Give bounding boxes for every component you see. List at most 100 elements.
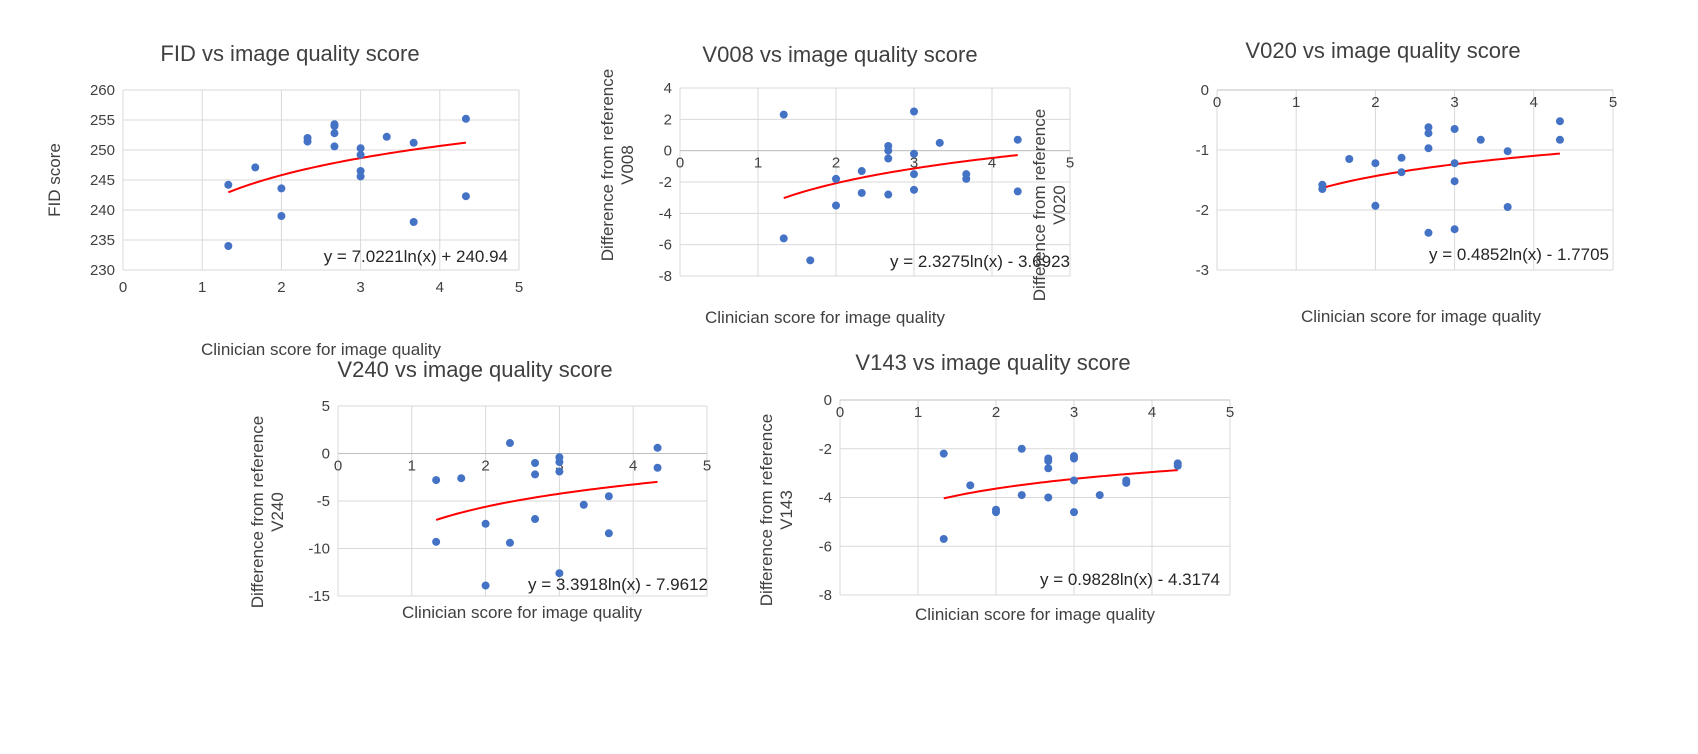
chart-fid-svg: 230 235 240 245 250 255 260 0 1 2 3 4 5 FID vs image … (45, 41, 523, 359)
data-point (910, 170, 918, 179)
y-tick-label: 250 (90, 142, 115, 159)
data-point (224, 242, 233, 250)
x-tick-label: 5 (703, 458, 711, 475)
data-point (1044, 493, 1053, 502)
data-point (531, 470, 540, 479)
data-point (1503, 203, 1512, 211)
y-tick-label: 0 (322, 446, 330, 463)
trendline-equation: y = 7.0221ln(x) + 240.94 (324, 247, 508, 266)
data-point (1424, 228, 1433, 237)
data-point (356, 150, 365, 159)
chart-fid: 230 235 240 245 250 255 260 0 1 2 3 4 5 FID vs image … (30, 30, 570, 370)
chart-title: V240 vs image quality score (337, 357, 612, 382)
trendline (943, 469, 1178, 500)
x-tick-label: 1 (408, 458, 416, 475)
data-point (461, 114, 470, 123)
chart-v020-svg: -3 -2 -1 00 1 2 3 4 5 V020 vs image quality score… (1030, 38, 1617, 326)
data-point (382, 132, 391, 141)
x-tick-label: 3 (910, 155, 918, 172)
x-tick-label: 0 (1213, 94, 1221, 111)
x-tick-label: 3 (1450, 94, 1458, 111)
y-tick-label: -10 (308, 541, 330, 558)
data-point (653, 463, 662, 472)
x-tick-label: 4 (629, 458, 637, 475)
data-point (779, 234, 788, 243)
data-point (910, 107, 918, 116)
chart-title: V008 vs image quality score (702, 42, 977, 67)
trendline (435, 480, 658, 521)
y-tick-label: 235 (90, 232, 115, 249)
chart-v008: -8 -6 -4 -2 0 2 4 0 1 2 3 4 5 V008 vs image quality s… (590, 30, 1125, 370)
data-point (1503, 147, 1512, 156)
data-point (432, 476, 441, 485)
data-point (1450, 125, 1459, 133)
data-point (555, 458, 564, 467)
y-tick-label: -1 (1196, 142, 1209, 159)
y-tick-label: 0 (664, 143, 672, 160)
x-tick-label: 5 (1226, 404, 1234, 421)
data-point (1371, 201, 1380, 210)
y-axis-label: Difference from reference (1030, 109, 1049, 301)
data-point (1044, 456, 1053, 465)
x-tick-label: 1 (914, 404, 922, 421)
y-tick-label: 260 (90, 82, 115, 99)
data-point (1450, 177, 1459, 186)
chart-v240-svg: -15-10-505012345V240 vs image quality sc… (248, 357, 711, 622)
data-point (1371, 159, 1380, 168)
x-tick-label: 1 (754, 155, 762, 172)
y-axis-label: FID score (45, 143, 64, 217)
chart-title: V020 vs image quality score (1245, 38, 1520, 63)
y-tick-label: -2 (659, 174, 672, 191)
x-tick-label: 1 (1292, 94, 1300, 111)
y-tick-label: 0 (1201, 82, 1209, 99)
y-tick-label: 0 (824, 392, 832, 409)
x-tick-label: 2 (481, 458, 489, 475)
x-tick-label: 4 (1148, 404, 1156, 421)
data-point (1476, 135, 1485, 144)
x-tick-label: 1 (198, 279, 206, 296)
y-tick-label: 230 (90, 262, 115, 279)
data-point (1318, 185, 1327, 193)
x-tick-label: 0 (676, 155, 684, 172)
x-tick-label: 4 (988, 155, 996, 172)
data-point (579, 500, 588, 509)
data-point (1070, 476, 1078, 485)
x-axis-label: Clinician score for image quality (705, 308, 945, 327)
data-point (461, 192, 470, 201)
x-tick-label: 2 (992, 404, 1000, 421)
data-point (935, 138, 944, 147)
y-tick-label: 255 (90, 112, 115, 129)
data-point (884, 146, 893, 155)
data-point (356, 172, 365, 181)
chart-v143-svg: -8 -6 -4 -2 00 1 2 3 4 5 V143 vs image quality sco… (757, 350, 1234, 624)
data-point (857, 188, 866, 197)
trendline (227, 141, 467, 194)
data-point (224, 180, 233, 189)
data-point (432, 537, 441, 546)
data-point (1013, 135, 1022, 144)
x-tick-label: 3 (356, 279, 364, 296)
data-point (1173, 461, 1182, 470)
data-point (992, 508, 1000, 517)
x-tick-label: 3 (1070, 404, 1078, 421)
data-point (1345, 155, 1354, 163)
data-point (531, 459, 540, 467)
data-point (1424, 129, 1433, 138)
trendline-equation: y = 2.3275ln(x) - 3.6923 (890, 252, 1070, 271)
data-point (806, 256, 815, 265)
trendline (1322, 152, 1561, 189)
data-point (531, 515, 540, 524)
data-point (1070, 508, 1078, 517)
data-point (505, 538, 514, 547)
data-point (481, 519, 490, 528)
y-tick-label: -5 (317, 493, 330, 510)
data-point (1044, 464, 1053, 473)
y-tick-label: 240 (90, 202, 115, 219)
data-point (832, 174, 840, 183)
data-point (303, 137, 312, 146)
x-tick-label: 5 (1609, 94, 1617, 111)
x-tick-label: 0 (334, 458, 342, 475)
y-tick-label: -4 (819, 490, 832, 507)
data-point (555, 569, 564, 578)
trendline-equation: y = 0.9828ln(x) - 4.3174 (1040, 570, 1220, 589)
